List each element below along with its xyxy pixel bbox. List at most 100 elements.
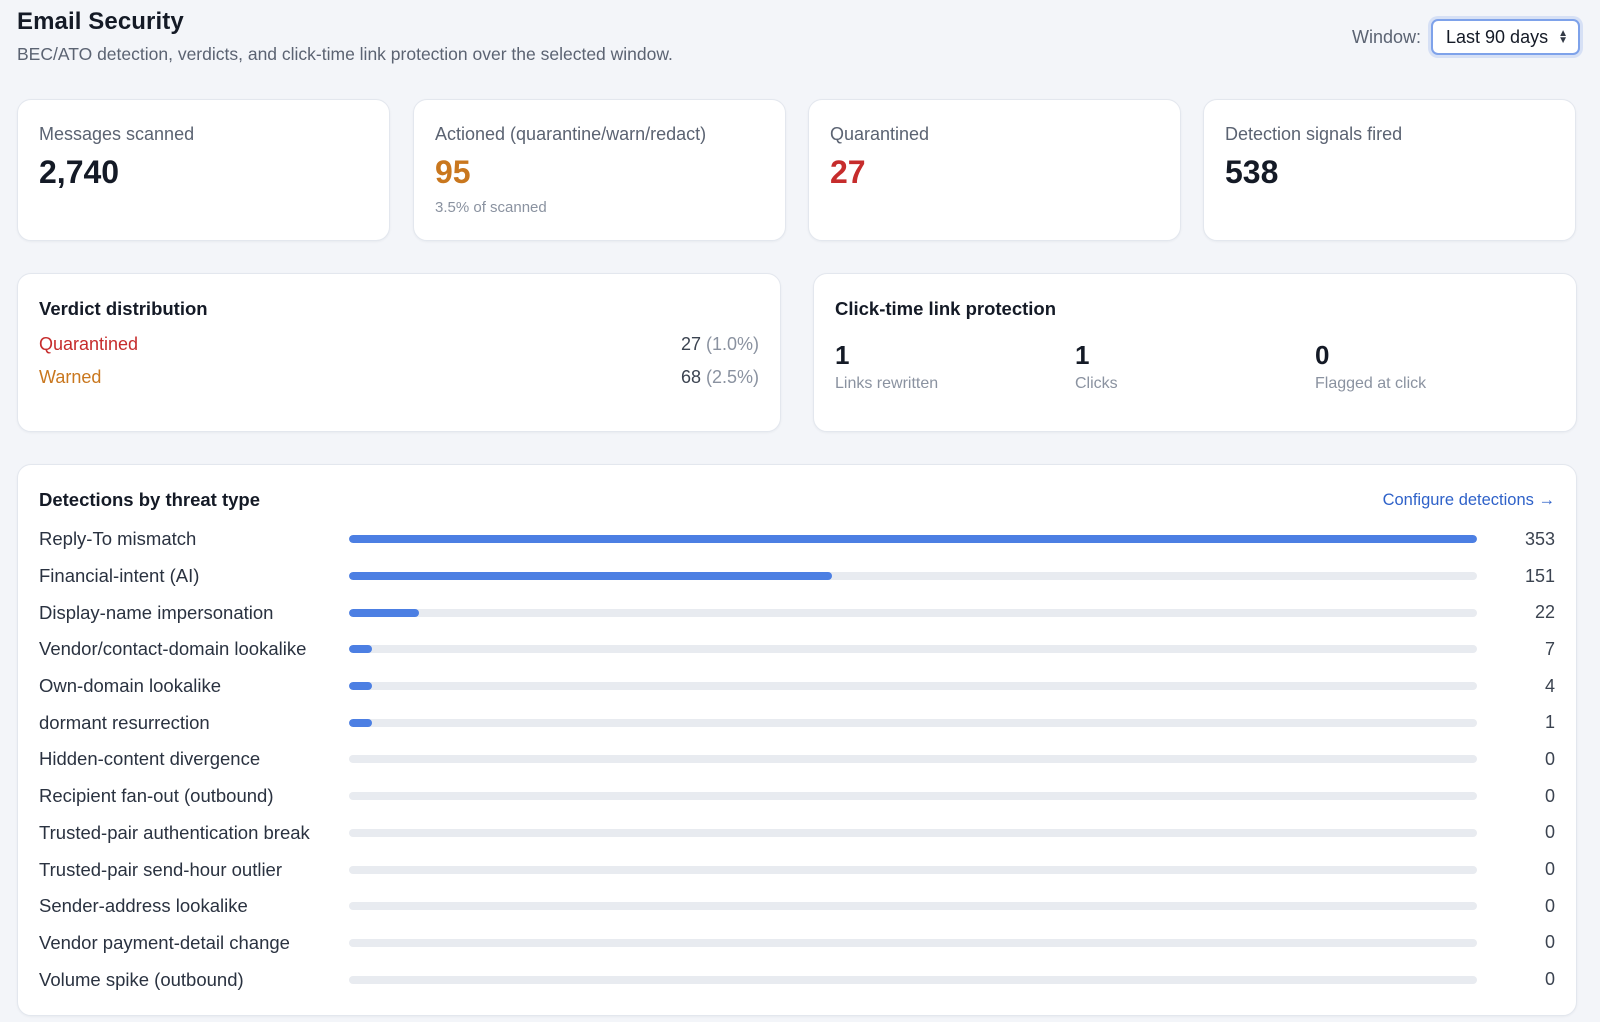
- threat-label: Sender-address lookalike: [39, 895, 248, 917]
- click-time-stats: 1 Links rewritten 1 Clicks 0 Flagged at …: [835, 340, 1555, 393]
- window-control: Window: Last 90 days ▲ ▼: [1352, 19, 1580, 55]
- verdict-distribution-card: Verdict distribution Quarantined 27 (1.0…: [17, 273, 781, 432]
- kpi-card-quarantined: Quarantined 27: [808, 99, 1181, 241]
- threat-bar-track: [349, 828, 1477, 837]
- verdict-percent: (2.5%): [705, 367, 759, 387]
- threat-label: Vendor/contact-domain lookalike: [39, 638, 307, 660]
- threat-count: 0: [1544, 748, 1555, 769]
- window-select-value: Last 90 days: [1446, 26, 1549, 47]
- verdict-label: Quarantined: [39, 334, 139, 354]
- threat-bar-track: [349, 535, 1477, 544]
- stat-links-rewritten: 1 Links rewritten: [835, 340, 1075, 393]
- threat-bar-track: [349, 645, 1477, 654]
- stat-value: 1: [835, 340, 850, 370]
- threat-bar-track: [349, 682, 1477, 691]
- threat-label: Financial-intent (AI): [39, 565, 200, 587]
- kpi-card-messages-scanned: Messages scanned 2,740: [17, 99, 390, 241]
- threat-bar-track: [349, 902, 1477, 911]
- threat-bar-track: [349, 572, 1477, 581]
- threat-label: Trusted-pair send-hour outlier: [39, 858, 283, 880]
- threat-bar-fill: [349, 608, 419, 617]
- stat-label: Clicks: [1075, 375, 1118, 392]
- click-time-protection-card: Click-time link protection 1 Links rewri…: [813, 273, 1577, 432]
- threat-row: Recipient fan-out (outbound) 0: [39, 778, 1555, 815]
- threat-row: Reply-To mismatch 353: [39, 521, 1555, 558]
- page-header: Email Security BEC/ATO detection, verdic…: [17, 8, 1580, 72]
- threat-bar-track: [349, 938, 1477, 947]
- threat-row: Trusted-pair send-hour outlier 0: [39, 851, 1555, 888]
- stat-clicks: 1 Clicks: [1075, 340, 1315, 393]
- threat-row: Financial-intent (AI) 151: [39, 558, 1555, 595]
- stat-label: Flagged at click: [1315, 375, 1427, 392]
- threat-count: 0: [1544, 895, 1555, 916]
- kpi-label: Quarantined: [830, 124, 930, 144]
- verdict-title: Verdict distribution: [39, 298, 208, 319]
- threat-label: Recipient fan-out (outbound): [39, 785, 274, 807]
- threat-bar-track: [349, 608, 1477, 617]
- threats-header: Detections by threat type Configure dete…: [39, 489, 1555, 511]
- threat-bar-track: [349, 792, 1477, 801]
- select-caret-icon: ▲ ▼: [1558, 28, 1568, 46]
- threat-label: Volume spike (outbound): [39, 968, 244, 990]
- threat-row: Display-name impersonation 22: [39, 594, 1555, 631]
- verdict-count: 27: [680, 334, 701, 354]
- configure-detections-link[interactable]: Configure detections →: [1382, 490, 1555, 509]
- threat-row: Volume spike (outbound) 0: [39, 961, 1555, 998]
- threat-label: Own-domain lookalike: [39, 675, 222, 697]
- threat-row: dormant resurrection 1: [39, 704, 1555, 741]
- page-subtitle: BEC/ATO detection, verdicts, and click-t…: [17, 44, 673, 64]
- threat-bar-fill: [349, 572, 832, 581]
- window-label: Window:: [1351, 26, 1422, 47]
- threat-bar-fill: [349, 535, 1477, 544]
- threat-bar-track: [349, 718, 1477, 727]
- threat-label: Reply-To mismatch: [39, 528, 197, 550]
- stat-flagged-at-click: 0 Flagged at click: [1315, 340, 1555, 393]
- page-title: Email Security: [17, 8, 184, 35]
- threat-count: 22: [1534, 602, 1555, 623]
- threat-bar-track: [349, 755, 1477, 764]
- threat-count: 1: [1544, 712, 1555, 733]
- threat-bar-fill: [349, 718, 372, 727]
- window-select[interactable]: Last 90 days ▲ ▼: [1431, 19, 1580, 55]
- threat-bar-track: [349, 865, 1477, 874]
- threat-row: Vendor/contact-domain lookalike 7: [39, 631, 1555, 668]
- stat-value: 1: [1075, 340, 1090, 370]
- stat-label: Links rewritten: [835, 375, 939, 392]
- stat-value: 0: [1315, 340, 1330, 370]
- kpi-card-detection-signals: Detection signals fired 538: [1203, 99, 1576, 241]
- threat-bar-fill: [349, 682, 372, 691]
- kpi-value: 538: [1225, 154, 1279, 190]
- kpi-value: 27: [830, 154, 866, 190]
- threat-row: Trusted-pair authentication break 0: [39, 815, 1555, 852]
- threat-count: 4: [1544, 675, 1555, 696]
- verdict-label: Warned: [39, 367, 102, 387]
- verdict-percent: (1.0%): [705, 334, 759, 354]
- threat-count: 0: [1544, 785, 1555, 806]
- threats-title: Detections by threat type: [39, 489, 261, 510]
- threat-bar-track: [349, 975, 1477, 984]
- threat-count: 0: [1544, 969, 1555, 990]
- threat-list: Reply-To mismatch 353 Financial-intent (AI…: [39, 521, 1555, 998]
- kpi-card-actioned: Actioned (quarantine/warn/redact) 95 3.5…: [413, 99, 786, 241]
- threat-label: Hidden-content divergence: [39, 748, 261, 770]
- kpi-subtext: 3.5% of scanned: [435, 199, 547, 216]
- threat-bar-fill: [349, 645, 372, 654]
- threat-row: Sender-address lookalike 0: [39, 888, 1555, 925]
- threat-row: Hidden-content divergence 0: [39, 741, 1555, 778]
- detections-by-threat-card: Detections by threat type Configure dete…: [17, 464, 1577, 1016]
- threat-row: Vendor payment-detail change 0: [39, 925, 1555, 962]
- threat-label: Trusted-pair authentication break: [39, 821, 310, 843]
- threat-row: Own-domain lookalike 4: [39, 668, 1555, 705]
- threat-label: Display-name impersonation: [39, 601, 274, 623]
- verdict-row-warned: Warned 68 (2.5%): [39, 367, 759, 388]
- threat-count: 0: [1544, 932, 1555, 953]
- verdict-row-quarantined: Quarantined 27 (1.0%): [39, 334, 759, 355]
- threat-count: 7: [1544, 638, 1555, 659]
- threat-count: 151: [1524, 565, 1555, 586]
- threat-count: 0: [1544, 859, 1555, 880]
- kpi-label: Actioned (quarantine/warn/redact): [435, 124, 707, 144]
- threat-label: dormant resurrection: [39, 711, 210, 733]
- threat-label: Vendor payment-detail change: [39, 931, 290, 953]
- kpi-value: 2,740: [39, 154, 120, 190]
- verdict-count: 68: [680, 367, 701, 387]
